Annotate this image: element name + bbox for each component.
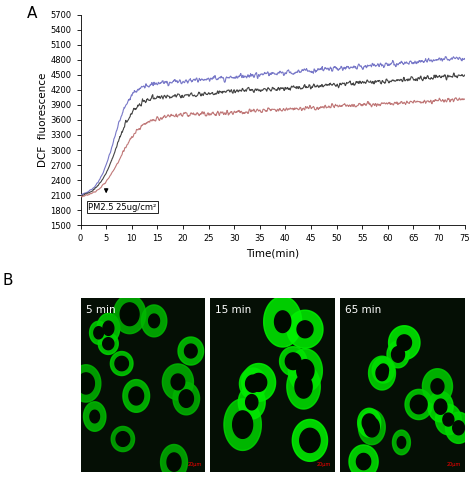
Polygon shape [103, 337, 114, 350]
Text: PM2.5 25ug/cm²: PM2.5 25ug/cm² [88, 203, 156, 212]
Polygon shape [90, 410, 100, 423]
Polygon shape [288, 349, 322, 392]
Polygon shape [239, 368, 266, 399]
X-axis label: Time(min): Time(min) [246, 249, 299, 259]
Polygon shape [179, 390, 193, 407]
Polygon shape [113, 295, 146, 334]
Polygon shape [349, 445, 378, 478]
Polygon shape [287, 364, 320, 409]
Polygon shape [387, 341, 409, 368]
Polygon shape [453, 421, 465, 435]
Polygon shape [292, 419, 328, 461]
Polygon shape [285, 353, 301, 370]
Polygon shape [369, 356, 395, 390]
Polygon shape [356, 453, 371, 469]
Polygon shape [141, 305, 167, 337]
Polygon shape [94, 327, 103, 339]
Text: 5 min: 5 min [86, 305, 115, 315]
Polygon shape [224, 399, 261, 450]
Y-axis label: DCF  fluorescence: DCF fluorescence [37, 73, 47, 167]
Polygon shape [116, 431, 130, 447]
Polygon shape [431, 379, 444, 394]
Polygon shape [120, 303, 139, 326]
Polygon shape [287, 310, 323, 348]
Polygon shape [110, 352, 133, 375]
Polygon shape [171, 374, 185, 390]
Polygon shape [163, 364, 193, 400]
Polygon shape [446, 412, 472, 443]
Polygon shape [184, 344, 197, 358]
Polygon shape [264, 297, 301, 347]
Text: B: B [2, 273, 13, 288]
Polygon shape [378, 364, 389, 376]
Polygon shape [365, 417, 379, 437]
Polygon shape [167, 453, 181, 471]
Polygon shape [97, 313, 120, 343]
Polygon shape [274, 311, 291, 333]
Polygon shape [389, 326, 420, 359]
Polygon shape [392, 430, 410, 455]
Polygon shape [233, 411, 253, 438]
Polygon shape [297, 321, 313, 338]
Polygon shape [90, 321, 108, 344]
Polygon shape [246, 394, 258, 410]
Polygon shape [98, 333, 118, 355]
Polygon shape [300, 429, 320, 452]
Polygon shape [358, 408, 381, 437]
Polygon shape [251, 374, 267, 392]
Polygon shape [405, 390, 432, 420]
Polygon shape [434, 399, 447, 414]
Polygon shape [149, 314, 160, 328]
Polygon shape [83, 402, 106, 431]
Polygon shape [246, 375, 260, 392]
Polygon shape [78, 373, 94, 394]
Polygon shape [358, 410, 385, 445]
Text: A: A [27, 6, 37, 21]
Polygon shape [178, 337, 204, 365]
Polygon shape [397, 437, 406, 448]
Text: 20μm: 20μm [447, 462, 461, 467]
Text: 20μm: 20μm [317, 462, 331, 467]
Polygon shape [280, 347, 307, 376]
Polygon shape [362, 414, 376, 431]
Polygon shape [297, 360, 314, 381]
Polygon shape [115, 356, 128, 371]
Polygon shape [372, 357, 394, 383]
Polygon shape [161, 445, 188, 480]
Polygon shape [397, 335, 411, 351]
Text: 65 min: 65 min [345, 305, 381, 315]
Polygon shape [129, 387, 144, 405]
Polygon shape [242, 363, 275, 401]
Polygon shape [376, 366, 388, 381]
Polygon shape [123, 379, 150, 412]
Text: 15 min: 15 min [215, 305, 252, 315]
Polygon shape [295, 375, 312, 398]
Polygon shape [392, 347, 404, 362]
Polygon shape [173, 382, 200, 415]
Polygon shape [410, 395, 427, 414]
Polygon shape [71, 365, 101, 402]
Text: 20μm: 20μm [187, 462, 201, 467]
Polygon shape [428, 392, 453, 422]
Polygon shape [238, 385, 265, 419]
Polygon shape [103, 321, 114, 336]
Polygon shape [436, 404, 461, 435]
Polygon shape [443, 413, 454, 426]
Polygon shape [111, 427, 135, 451]
Polygon shape [422, 369, 453, 404]
